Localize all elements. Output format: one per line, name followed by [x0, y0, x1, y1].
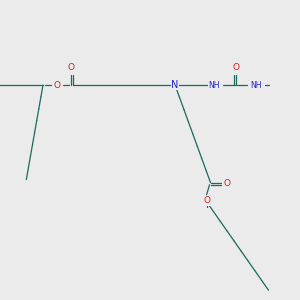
Text: N: N — [171, 80, 179, 90]
Text: O: O — [68, 64, 74, 73]
Text: O: O — [53, 80, 61, 89]
Text: O: O — [223, 179, 230, 188]
Text: NH: NH — [250, 80, 262, 89]
Text: O: O — [203, 196, 210, 205]
Text: NH: NH — [208, 80, 220, 89]
Text: O: O — [232, 64, 239, 73]
